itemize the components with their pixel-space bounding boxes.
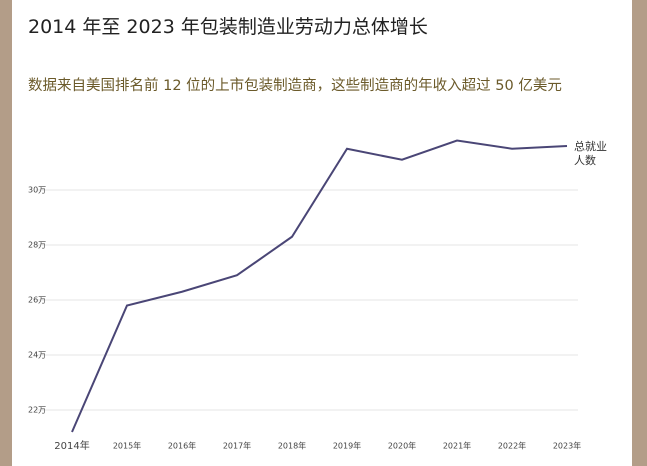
- x-tick-label: 2020年: [388, 441, 416, 451]
- y-tick-label: 22万: [28, 406, 46, 415]
- x-tick-label: 2016年: [168, 441, 196, 451]
- series-label: 总就业人数: [574, 140, 607, 167]
- y-tick-label: 24万: [28, 351, 46, 360]
- line: [71, 139, 568, 433]
- y-tick-label: 28万: [28, 241, 46, 250]
- chart-title: 2014 年至 2023 年包装制造业劳动力总体增长: [28, 16, 428, 38]
- x-tick-label: 2023年: [553, 441, 581, 451]
- y-tick-label: 30万: [28, 186, 46, 195]
- x-tick-label: 2019年: [333, 441, 361, 451]
- card: [12, 0, 632, 466]
- y-tick-label: 26万: [28, 296, 46, 305]
- x-tick-label: 2018年: [278, 441, 306, 451]
- x-tick-label: 2021年: [443, 441, 471, 451]
- x-tick-label: 2017年: [223, 441, 251, 451]
- chart-subtitle: 数据来自美国排名前 12 位的上市包装制造商，这些制造商的年收入超过 50 亿美…: [28, 78, 562, 94]
- x-tick-label: 2022年: [498, 441, 526, 451]
- x-tick-label: 2014年: [54, 439, 89, 452]
- x-tick-label: 2015年: [113, 441, 141, 451]
